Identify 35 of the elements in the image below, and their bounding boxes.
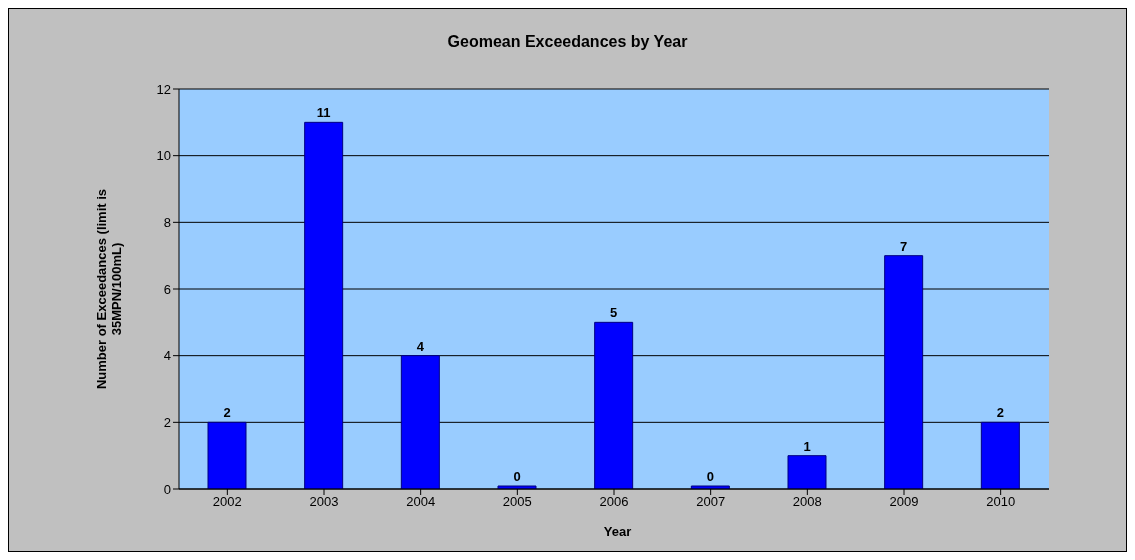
data-label: 7: [900, 238, 908, 254]
y-tick-label: 6: [163, 281, 171, 297]
bar: [207, 421, 247, 489]
x-tick-label: 2010: [986, 494, 1016, 510]
bar: [304, 121, 344, 489]
y-axis-title: Number of Exceedances (limit is 35MPN/100mL): [94, 187, 124, 392]
data-label: 1: [803, 438, 811, 454]
data-label: 2: [223, 405, 231, 421]
data-label: 0: [513, 469, 521, 484]
x-tick-label: 2006: [599, 494, 629, 510]
x-tick-label: 2007: [696, 494, 726, 510]
bar: [980, 421, 1020, 489]
x-tick-label: 2009: [889, 494, 919, 510]
bar: [884, 255, 924, 489]
x-tick-label: 2002: [212, 494, 242, 510]
y-tick-label: 2: [163, 414, 171, 430]
data-label: 0: [706, 469, 714, 484]
data-label: 11: [316, 105, 331, 121]
data-label: 5: [610, 305, 618, 321]
x-tick-label: 2008: [792, 494, 822, 510]
x-tick-label: 2004: [406, 494, 436, 510]
bar: [594, 321, 634, 489]
bar: [787, 455, 827, 489]
y-tick-label: 10: [156, 148, 171, 164]
y-tick-label: 4: [163, 348, 171, 364]
bar: [400, 355, 440, 489]
y-tick-label: 8: [163, 214, 171, 230]
x-tick-label: 2003: [309, 494, 339, 510]
data-label: 2: [996, 405, 1004, 421]
chart-title: Geomean Exceedances by Year: [446, 33, 689, 51]
x-axis-title: Year: [603, 524, 632, 539]
x-tick-label: 2005: [502, 494, 532, 510]
data-label: 4: [416, 338, 425, 354]
y-tick-label: 0: [163, 481, 171, 497]
y-tick-label: 12: [156, 81, 171, 97]
